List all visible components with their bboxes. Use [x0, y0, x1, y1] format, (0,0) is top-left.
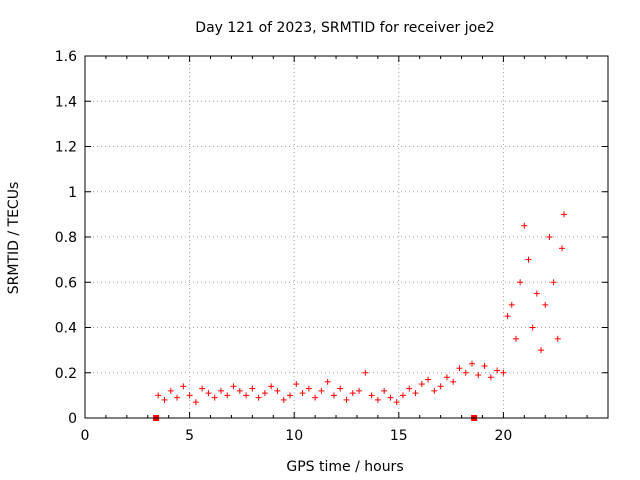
data-point: [224, 392, 231, 399]
data-point: [517, 279, 524, 286]
data-point: [349, 390, 356, 397]
data-point: [529, 324, 536, 331]
data-point: [456, 365, 463, 372]
data-point: [330, 392, 337, 399]
data-point: [337, 385, 344, 392]
grid: [85, 56, 608, 418]
data-point: [230, 383, 237, 390]
data-point: [205, 390, 212, 397]
data-point: [362, 369, 369, 376]
data-point: [299, 390, 306, 397]
data-point: [431, 387, 438, 394]
data-point: [287, 392, 294, 399]
data-point: [261, 390, 268, 397]
data-point: [368, 392, 375, 399]
data-point: [399, 392, 406, 399]
data-point: [199, 385, 206, 392]
data-point: [462, 369, 469, 376]
data-point: [255, 394, 262, 401]
data-point: [542, 301, 549, 308]
data-point: [546, 234, 553, 240]
data-point: [243, 392, 250, 399]
data-point: [521, 222, 528, 229]
plot-frame: [84, 55, 609, 419]
data-point: [525, 256, 532, 263]
y-tick-label: 1.2: [55, 140, 77, 156]
data-point: [533, 290, 540, 297]
data-point: [280, 396, 287, 403]
data-point: [475, 372, 482, 379]
data-point: [418, 381, 425, 388]
data-point: [217, 387, 224, 394]
data-point: [312, 394, 319, 401]
data-point: [249, 385, 256, 392]
data-point: [437, 383, 444, 390]
data-point: [192, 399, 199, 406]
data-point: [155, 392, 162, 399]
y-tick-label: 0.6: [55, 275, 77, 291]
data-point: [538, 347, 545, 354]
data-point: [186, 392, 193, 399]
data-point: [161, 396, 168, 403]
data-point: [305, 385, 312, 392]
data-point: [381, 387, 388, 394]
data-point: [481, 362, 488, 369]
data-point: [236, 387, 243, 394]
y-tick-label: 0.2: [55, 366, 77, 382]
data-point: [167, 387, 174, 394]
data-point: [558, 245, 565, 252]
data-point: [504, 313, 511, 320]
x-axis-label: GPS time / hours: [286, 459, 403, 475]
data-point: [374, 396, 381, 403]
data-point: [180, 383, 187, 390]
x-tick-label: 20: [494, 428, 512, 444]
data-point: [274, 387, 281, 394]
data-point: [412, 390, 419, 397]
data-point: [550, 279, 557, 286]
data-point: [293, 381, 300, 388]
y-tick-label: 1.4: [55, 94, 77, 110]
y-tick-label: 0.8: [55, 230, 77, 246]
y-tick-label: 1.6: [55, 49, 77, 65]
data-point: [343, 396, 350, 403]
data-point: [211, 394, 218, 401]
data-point: [500, 369, 507, 376]
data-point: [494, 367, 501, 374]
data-point: [487, 374, 494, 381]
x-tick-label: 5: [185, 428, 194, 444]
data-point: [387, 394, 394, 401]
y-tick-label: 0.4: [55, 321, 77, 337]
data-point: [554, 335, 561, 342]
data-points: [155, 211, 568, 406]
data-point: [450, 378, 457, 385]
data-point: [174, 394, 181, 401]
data-point: [561, 211, 568, 218]
x-tick-label: 15: [390, 428, 408, 444]
y-tick-label: 1: [68, 185, 77, 201]
data-point: [318, 387, 325, 394]
data-point: [512, 335, 519, 342]
data-point: [406, 385, 413, 392]
axis-ticks: 0 0.2 0.4 0.6 0.8 1 1.2 1.4 1.6 0 5 10 15 20: [55, 49, 608, 444]
y-tick-label: 0: [68, 411, 77, 427]
data-point: [443, 374, 450, 381]
x-tick-label: 10: [285, 428, 303, 444]
data-point: [268, 383, 275, 390]
data-point: [508, 301, 515, 308]
data-point: [393, 399, 400, 406]
data-point: [324, 378, 331, 385]
chart-title: Day 121 of 2023, SRMTID for receiver joe…: [195, 20, 494, 36]
data-point: [356, 387, 363, 394]
y-axis-label: SRMTID / TECUs: [6, 182, 22, 295]
x-tick-label: 0: [81, 428, 90, 444]
data-point: [425, 376, 432, 383]
data-point: [469, 360, 476, 367]
